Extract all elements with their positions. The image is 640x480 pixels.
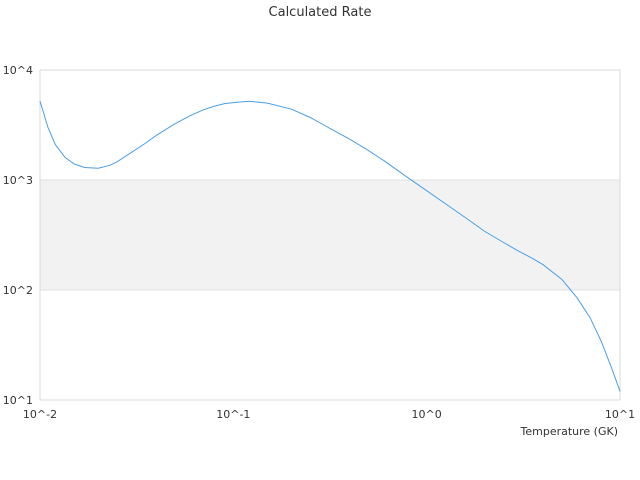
shaded-band <box>40 180 620 290</box>
x-axis-title: Temperature (GK) <box>520 425 619 438</box>
series-line <box>39 100 621 392</box>
x-tick-label: 10^-2 <box>23 408 57 421</box>
x-tick-label: 10^-1 <box>216 408 250 421</box>
x-tick-label: 10^1 <box>605 408 635 421</box>
chart-title: Calculated Rate <box>269 5 372 20</box>
y-axis-ticks: 10^1 10^2 10^3 10^4 <box>3 64 33 407</box>
y-tick-label: 10^2 <box>3 284 33 297</box>
x-tick-label: 10^0 <box>412 408 442 421</box>
y-tick-label: 10^4 <box>3 64 33 77</box>
plot-frame <box>39 69 621 401</box>
y-tick-label: 10^1 <box>3 394 33 407</box>
x-axis-ticks: 10^-2 10^-1 10^0 10^1 <box>23 408 635 421</box>
y-tick-label: 10^3 <box>3 174 33 187</box>
